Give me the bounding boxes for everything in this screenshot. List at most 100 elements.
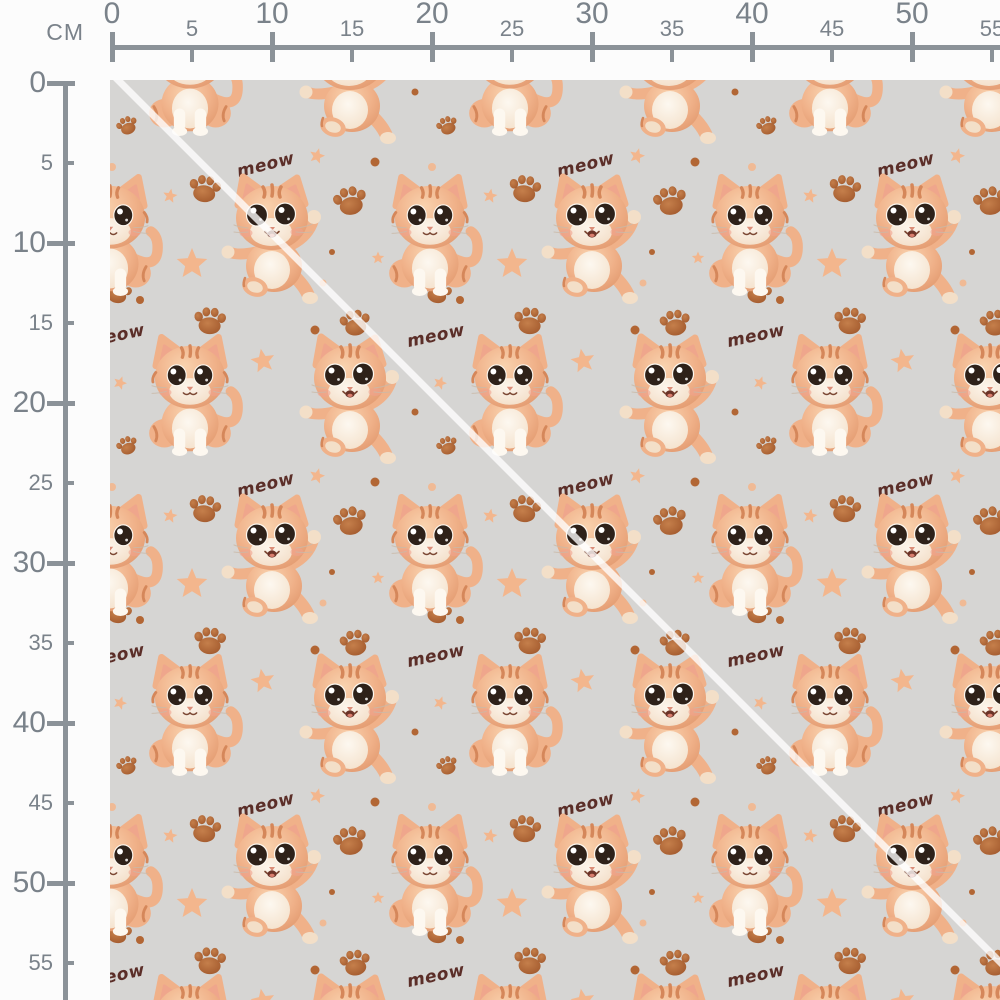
vertical-ruler: 0 5 10 15 20 25 30 35 40 45 50 55 [0, 0, 110, 1000]
h-ruler-tick [350, 50, 354, 62]
v-ruler-tick [47, 80, 75, 86]
v-ruler-number: 10 [12, 226, 46, 259]
brown-dot-motif [630, 325, 640, 335]
brown-dot-motif [969, 889, 975, 895]
h-ruler-number: 50 [895, 0, 929, 30]
h-ruler-number: 30 [575, 0, 609, 30]
fabric-swatch: meowmeowmeowmeowmeowmeowmeowmeowmeowmeow… [110, 80, 1000, 1000]
brown-dot-motif [136, 296, 144, 304]
brown-dot-motif [969, 249, 975, 255]
brown-dot-motif [776, 616, 784, 624]
brown-dot-motif [456, 616, 464, 624]
h-ruler-tick [589, 32, 595, 62]
brown-dot-motif [411, 88, 419, 96]
h-ruler-tick [749, 32, 755, 62]
brown-dot-motif [370, 157, 380, 167]
diagonal-fold-highlight [113, 80, 1000, 967]
brown-dot-motif [310, 325, 320, 335]
peach-dot-motif [110, 483, 116, 491]
brown-dot-motif [950, 645, 960, 655]
peach-dot-motif [319, 919, 327, 927]
brown-dot-motif [776, 296, 784, 304]
h-ruler-number: 55 [979, 16, 1000, 41]
horizontal-ruler-line [110, 45, 1000, 50]
brown-dot-motif [649, 249, 655, 255]
brown-dot-motif [370, 797, 380, 807]
v-ruler-tick [63, 321, 74, 325]
h-ruler-tick [510, 50, 514, 62]
vertical-ruler-line [63, 83, 68, 1000]
brown-dot-motif [310, 965, 320, 975]
brown-dot-motif [329, 569, 335, 575]
v-ruler-tick [63, 801, 74, 805]
v-ruler-tick [63, 961, 74, 965]
h-ruler-tick [990, 50, 994, 62]
v-ruler-number: 35 [28, 630, 53, 655]
h-ruler-number: 10 [255, 0, 289, 30]
v-ruler-number: 50 [12, 866, 46, 899]
horizontal-ruler: 0 5 10 15 20 25 30 35 40 45 50 55 [0, 0, 1000, 80]
brown-dot-motif [690, 477, 700, 487]
v-ruler-number: 40 [12, 706, 46, 739]
v-ruler-number: 55 [28, 950, 53, 975]
peach-dot-motif [748, 483, 756, 491]
brown-dot-motif [950, 325, 960, 335]
brown-dot-motif [456, 296, 464, 304]
v-ruler-number: 0 [29, 66, 46, 99]
v-ruler-number: 30 [12, 546, 46, 579]
v-ruler-number: 45 [28, 790, 53, 815]
brown-dot-motif [456, 936, 464, 944]
v-ruler-tick [63, 161, 74, 165]
peach-dot-motif [110, 163, 116, 171]
v-ruler-tick [47, 880, 75, 886]
h-ruler-number: 0 [103, 0, 121, 30]
peach-dot-motif [639, 919, 647, 927]
brown-dot-motif [969, 569, 975, 575]
h-ruler-number: 15 [339, 16, 365, 41]
h-ruler-tick [269, 32, 275, 62]
brown-dot-motif [690, 797, 700, 807]
h-ruler-tick [190, 50, 194, 62]
brown-dot-motif [950, 965, 960, 975]
brown-dot-motif [630, 645, 640, 655]
h-ruler-number: 40 [735, 0, 769, 30]
h-ruler-tick [909, 32, 915, 62]
v-ruler-number: 25 [28, 470, 53, 495]
brown-dot-motif [136, 616, 144, 624]
h-ruler-number: 45 [819, 16, 845, 41]
h-ruler-tick [109, 32, 115, 62]
peach-dot-motif [428, 483, 436, 491]
v-ruler-tick [47, 720, 75, 726]
v-ruler-tick [47, 560, 75, 566]
v-ruler-number: 15 [28, 310, 53, 335]
v-ruler-number: 5 [40, 150, 53, 175]
peach-dot-motif [639, 279, 647, 287]
peach-dot-motif [748, 803, 756, 811]
v-ruler-tick [63, 481, 74, 485]
brown-dot-motif [630, 965, 640, 975]
h-ruler-number: 5 [185, 16, 199, 41]
brown-dot-motif [649, 889, 655, 895]
peach-dot-motif [959, 599, 967, 607]
h-ruler-tick [429, 32, 435, 62]
ruler-unit-label: CM [46, 19, 84, 45]
brown-dot-motif [136, 936, 144, 944]
brown-dot-motif [370, 477, 380, 487]
peach-dot-motif [748, 163, 756, 171]
brown-dot-motif [329, 889, 335, 895]
peach-dot-motif [959, 279, 967, 287]
brown-dot-motif [776, 936, 784, 944]
v-ruler-number: 20 [12, 386, 46, 419]
brown-dot-motif [731, 728, 739, 736]
peach-dot-motif [110, 803, 116, 811]
v-ruler-tick [63, 641, 74, 645]
h-ruler-number: 25 [499, 16, 525, 41]
h-ruler-number: 20 [415, 0, 449, 30]
peach-dot-motif [319, 599, 327, 607]
v-ruler-tick [47, 240, 75, 246]
h-ruler-tick [830, 50, 834, 62]
brown-dot-motif [649, 569, 655, 575]
brown-dot-motif [731, 408, 739, 416]
brown-dot-motif [411, 728, 419, 736]
h-ruler-number: 35 [659, 16, 685, 41]
